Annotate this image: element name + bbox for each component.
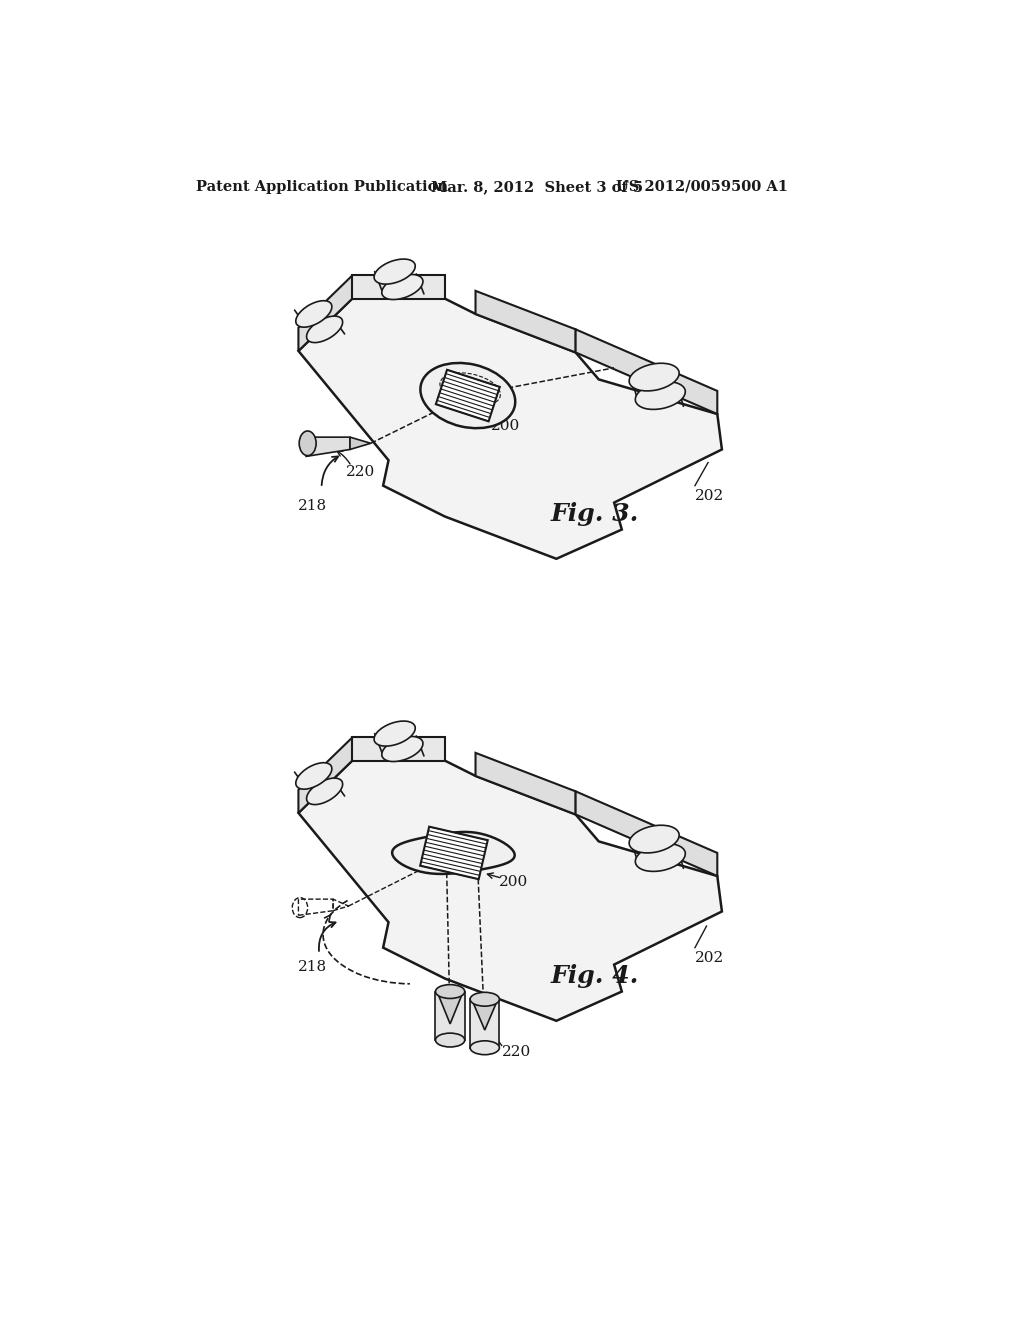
- Ellipse shape: [382, 737, 423, 762]
- Polygon shape: [475, 752, 575, 814]
- Text: 220: 220: [346, 465, 376, 479]
- Polygon shape: [352, 738, 444, 760]
- Ellipse shape: [470, 1040, 500, 1055]
- Text: 200: 200: [490, 420, 520, 433]
- Ellipse shape: [421, 363, 515, 428]
- Polygon shape: [352, 276, 444, 298]
- Text: Fig. 4.: Fig. 4.: [550, 964, 639, 989]
- Polygon shape: [298, 276, 352, 351]
- Text: 200: 200: [499, 875, 527, 890]
- Polygon shape: [298, 298, 722, 558]
- Text: 218: 218: [298, 499, 328, 513]
- Ellipse shape: [296, 301, 332, 327]
- Text: Mar. 8, 2012  Sheet 3 of 5: Mar. 8, 2012 Sheet 3 of 5: [431, 180, 643, 194]
- Ellipse shape: [306, 315, 343, 343]
- Ellipse shape: [374, 259, 416, 284]
- Polygon shape: [470, 999, 500, 1048]
- Polygon shape: [575, 792, 717, 876]
- Text: US 2012/0059500 A1: US 2012/0059500 A1: [615, 180, 787, 194]
- Polygon shape: [420, 826, 487, 879]
- Ellipse shape: [629, 825, 679, 853]
- Ellipse shape: [296, 763, 332, 789]
- Text: 202: 202: [695, 488, 724, 503]
- Polygon shape: [437, 991, 463, 1024]
- Ellipse shape: [299, 430, 316, 455]
- Ellipse shape: [382, 275, 423, 300]
- Text: 202: 202: [695, 950, 724, 965]
- Text: 220: 220: [502, 1044, 531, 1059]
- Text: Fig. 3.: Fig. 3.: [550, 502, 639, 527]
- Polygon shape: [298, 738, 352, 813]
- Ellipse shape: [306, 777, 343, 805]
- Polygon shape: [392, 832, 515, 874]
- Ellipse shape: [635, 843, 685, 871]
- Polygon shape: [575, 330, 717, 414]
- Polygon shape: [350, 437, 371, 449]
- Polygon shape: [306, 437, 350, 457]
- Polygon shape: [475, 290, 575, 352]
- Polygon shape: [298, 760, 722, 1020]
- Polygon shape: [472, 999, 498, 1030]
- Ellipse shape: [374, 721, 416, 746]
- Ellipse shape: [635, 381, 685, 409]
- Polygon shape: [436, 370, 500, 421]
- Polygon shape: [435, 991, 465, 1040]
- Ellipse shape: [435, 985, 465, 998]
- Ellipse shape: [435, 1034, 465, 1047]
- Text: 218: 218: [298, 960, 328, 974]
- Ellipse shape: [629, 363, 679, 391]
- Text: Patent Application Publication: Patent Application Publication: [196, 180, 449, 194]
- Ellipse shape: [470, 993, 500, 1006]
